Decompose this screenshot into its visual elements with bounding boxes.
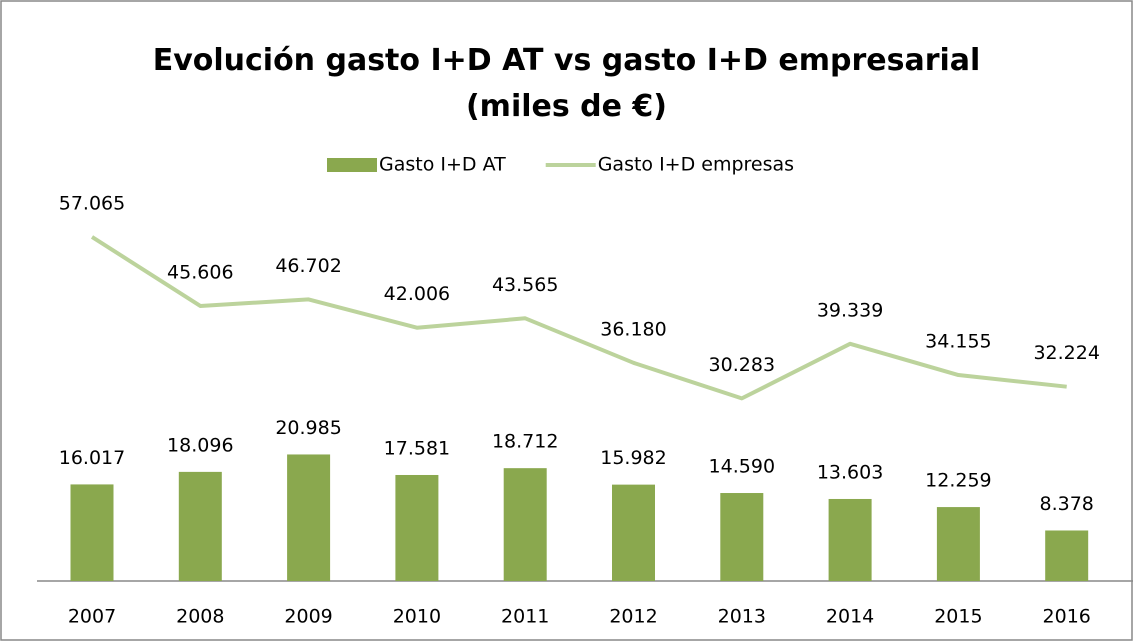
data-label: 32.224 (1033, 342, 1099, 364)
x-tick-label: 2008 (176, 606, 224, 628)
legend-label: Gasto I+D empresas (598, 154, 794, 176)
data-label: 14.590 (709, 456, 775, 478)
bar (612, 484, 655, 581)
x-tick-label: 2016 (1043, 606, 1091, 628)
chart-title: Evolución gasto I+D AT vs gasto I+D empr… (152, 43, 981, 124)
data-label: 46.702 (275, 255, 341, 277)
x-tick-label: 2012 (609, 606, 657, 628)
data-label: 8.378 (1039, 493, 1093, 515)
data-label: 17.581 (384, 437, 450, 459)
bar (287, 454, 331, 581)
x-tick-label: 2007 (68, 606, 116, 628)
bar (828, 498, 872, 581)
data-label: 39.339 (817, 299, 883, 321)
data-label: 36.180 (600, 318, 666, 340)
data-label: 12.259 (925, 470, 991, 492)
x-tick-label: 2010 (393, 606, 441, 628)
x-tick-label: 2011 (501, 606, 549, 628)
bar (720, 493, 764, 581)
bar (1045, 530, 1089, 581)
data-label: 18.712 (492, 431, 558, 453)
data-label: 18.096 (167, 434, 233, 456)
data-label: 13.603 (817, 461, 883, 483)
bar (70, 484, 114, 581)
data-label: 34.155 (925, 331, 991, 353)
data-label: 43.565 (492, 274, 558, 296)
data-label: 45.606 (167, 261, 233, 283)
legend-swatch (327, 158, 377, 172)
data-label: 20.985 (275, 417, 341, 439)
data-label: 42.006 (384, 283, 450, 305)
legend-label: Gasto I+D AT (379, 154, 506, 176)
x-tick-label: 2013 (718, 606, 766, 628)
bar (936, 507, 980, 581)
line (90, 235, 1067, 401)
data-label: 16.017 (59, 447, 125, 469)
bar (395, 474, 439, 581)
x-tick-label: 2015 (934, 606, 982, 628)
data-label: 57.065 (59, 192, 125, 214)
data-label: 15.982 (600, 447, 666, 469)
bar (178, 471, 222, 581)
x-tick-label: 2009 (284, 606, 332, 628)
data-label: 30.283 (709, 354, 775, 376)
x-tick-label: 2014 (826, 606, 874, 628)
bar (503, 468, 547, 581)
